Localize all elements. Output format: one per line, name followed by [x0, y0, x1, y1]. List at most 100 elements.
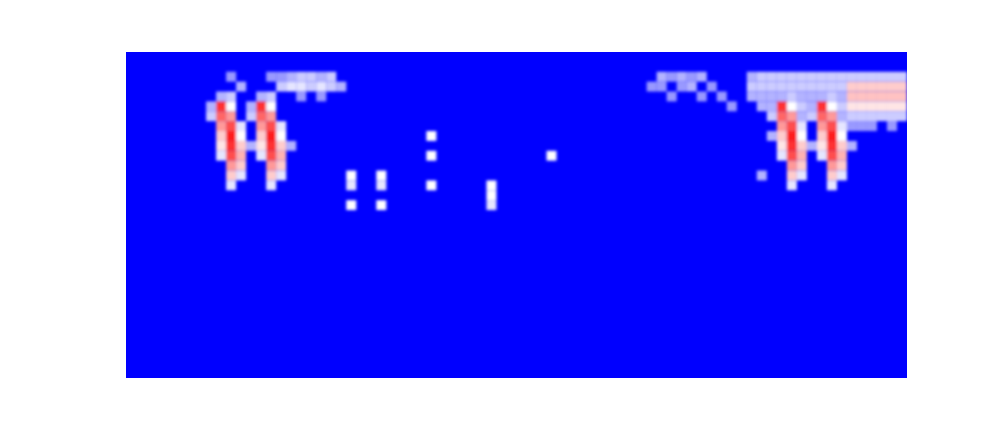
heatmap-cell [847, 92, 857, 102]
heatmap-cell [426, 131, 436, 141]
heatmap-cell [847, 141, 857, 151]
heatmap-cell [236, 82, 246, 92]
heatmap-cell [667, 72, 677, 82]
heatmap-cell [817, 72, 827, 82]
heatmap-cell [787, 151, 797, 161]
heatmap-cell [847, 82, 857, 92]
heatmap-cell [747, 92, 757, 102]
heatmap-cell [777, 72, 787, 82]
heatmap-cell [817, 111, 827, 121]
heatmap-cell [877, 92, 887, 102]
heatmap-cell [797, 121, 807, 131]
heatmap-cell [777, 121, 787, 131]
heatmap-cell [837, 101, 847, 111]
heatmap-cell [266, 180, 276, 190]
heatmap-cell [216, 151, 226, 161]
heatmap-cell [807, 82, 817, 92]
heatmap-cell [677, 72, 687, 82]
heatmap-cell [316, 82, 326, 92]
heatmap-cell [827, 92, 837, 102]
heatmap-cell [246, 141, 256, 151]
heatmap-cell [286, 141, 296, 151]
heatmap-cell [757, 101, 767, 111]
heatmap-cell [777, 141, 787, 151]
heatmap-cell [877, 72, 887, 82]
heatmap-cell [787, 171, 797, 181]
heatmap-cell [787, 180, 797, 190]
chart-root [0, 0, 1008, 432]
heatmap-cell [767, 101, 777, 111]
heatmap-cell [797, 92, 807, 102]
heatmap-cell [266, 161, 276, 171]
heatmap-cell [807, 141, 817, 151]
heatmap-cell [817, 141, 827, 151]
heatmap-cell [226, 161, 236, 171]
heatmap-cell [767, 82, 777, 92]
heatmap-cell [887, 72, 897, 82]
heatmap-cell [837, 82, 847, 92]
heatmap-cell [697, 92, 707, 102]
heatmap-cell [486, 190, 496, 200]
heatmap-cell [867, 101, 877, 111]
heatmap-cell [276, 121, 286, 131]
heatmap-cell [226, 92, 236, 102]
heatmap-cell [857, 121, 867, 131]
heatmap-cell [857, 82, 867, 92]
heatmap-cell [797, 82, 807, 92]
heatmap-cell [486, 200, 496, 210]
heatmap-cell [797, 111, 807, 121]
heatmap-cell [817, 151, 827, 161]
heatmap-cell [827, 82, 837, 92]
heatmap-cell [757, 72, 767, 82]
heatmap-cell [226, 171, 236, 181]
heatmap-cell [827, 111, 837, 121]
heatmap-cell [236, 151, 246, 161]
heatmap-cells [206, 72, 907, 210]
heatmap-cell [827, 171, 837, 181]
heatmap-cell [346, 200, 356, 210]
heatmap-cell [877, 82, 887, 92]
heatmap-cell [847, 111, 857, 121]
heatmap-cell [837, 111, 847, 121]
heatmap-cell [747, 82, 757, 92]
heatmap-cell [787, 141, 797, 151]
heatmap-cell [747, 72, 757, 82]
heatmap-cell [326, 72, 336, 82]
heatmap-cell [837, 131, 847, 141]
heatmap-cell [657, 72, 667, 82]
heatmap-cell [847, 121, 857, 131]
heatmap-cell [897, 101, 907, 111]
heatmap-cell [797, 171, 807, 181]
heatmap-cell [837, 92, 847, 102]
heatmap-cell [647, 82, 657, 92]
heatmap-cell [817, 121, 827, 131]
heatmap-cell [266, 171, 276, 181]
heatmap-cell [887, 92, 897, 102]
plot-background [126, 52, 907, 378]
heatmap-cell [767, 111, 777, 121]
heatmap-cell [316, 92, 326, 102]
heatmap-cell [276, 72, 286, 82]
heatmap-cell [797, 151, 807, 161]
heatmap-cell [797, 72, 807, 82]
heatmap-cell [877, 101, 887, 111]
heatmap-cell [777, 82, 787, 92]
heatmap-cell [236, 171, 246, 181]
heatmap-cell [206, 111, 216, 121]
heatmap-cell [256, 101, 266, 111]
heatmap-cell [426, 180, 436, 190]
heatmap-cell [316, 72, 326, 82]
heatmap-cell [807, 111, 817, 121]
heatmap-cell [286, 72, 296, 82]
heatmap-cell [236, 141, 246, 151]
heatmap-cell [757, 82, 767, 92]
heatmap-cell [787, 161, 797, 171]
heatmap-cell [226, 111, 236, 121]
heatmap-cell [867, 72, 877, 82]
heatmap-cell [837, 161, 847, 171]
heatmap-cell [797, 141, 807, 151]
heatmap-cell [687, 82, 697, 92]
heatmap-cell [216, 92, 226, 102]
heatmap-cell [246, 101, 256, 111]
heatmap-cell [326, 82, 336, 92]
